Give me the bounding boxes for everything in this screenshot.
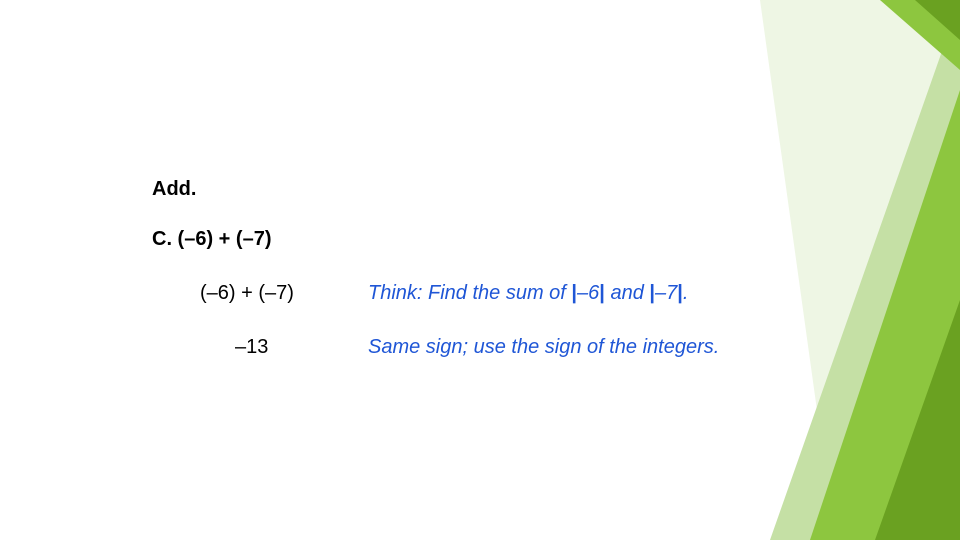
- hint1-abs2: –7: [655, 282, 677, 304]
- slide: Add. C. (–6) + (–7) (–6) + (–7) –13 Thin…: [0, 0, 960, 540]
- hint1-abs1: –6: [577, 282, 599, 304]
- hint-rule: Same sign; use the sign of the integers.: [368, 336, 719, 359]
- hint-think: Think: Find the sum of |–6| and |–7|.: [368, 282, 688, 305]
- hint1-mid: and: [605, 282, 649, 304]
- hint1-prefix: Think: Find the sum of: [368, 282, 571, 304]
- work-expression: (–6) + (–7): [200, 282, 294, 305]
- answer-value: –13: [235, 336, 268, 359]
- slide-content: Add. C. (–6) + (–7) (–6) + (–7) –13 Thin…: [0, 0, 960, 540]
- hint1-suffix: .: [683, 282, 689, 304]
- instruction-title: Add.: [152, 178, 196, 201]
- problem-statement: C. (–6) + (–7): [152, 228, 271, 251]
